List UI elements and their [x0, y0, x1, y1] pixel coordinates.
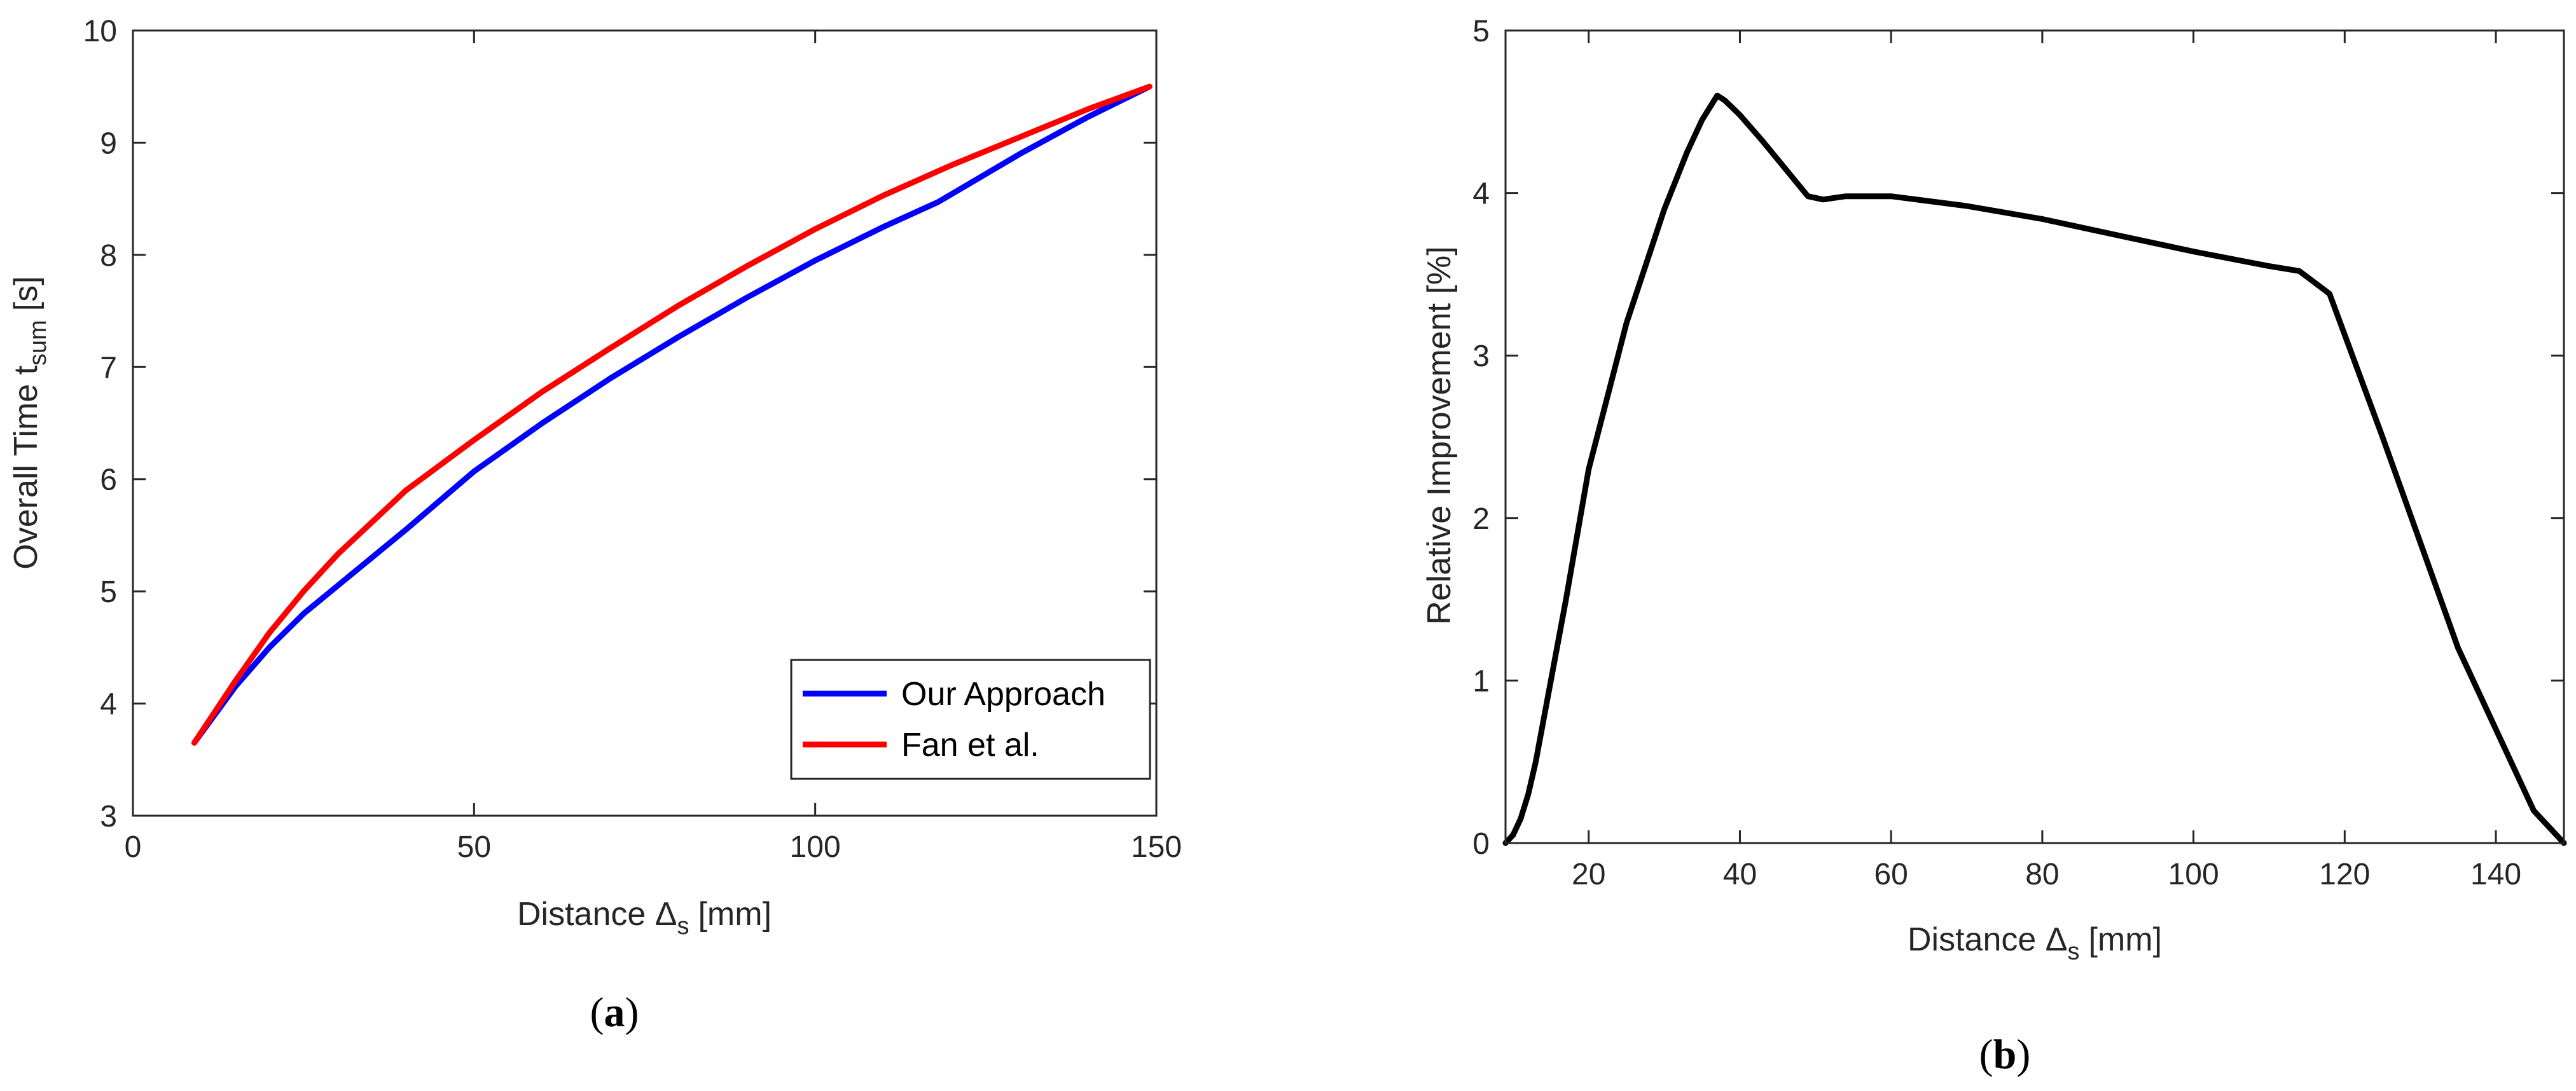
- chart-a-ylabel-sub: sum: [25, 320, 52, 366]
- chart-a-xlabel-sub: s: [677, 913, 689, 940]
- chart-b-xtick-label: 140: [2470, 858, 2521, 891]
- chart-a-ytick-label: 10: [83, 15, 117, 48]
- chart-a-ytick-label: 7: [100, 351, 117, 385]
- chart-a-series-line-0: [191, 83, 1153, 746]
- chart-b-xtick-label: 60: [1874, 858, 1908, 891]
- chart-a-xtick-label: 0: [125, 830, 142, 864]
- chart-a-xlabel: Distance Δs [mm]: [517, 896, 772, 940]
- chart-a-ytick-label: 6: [100, 463, 117, 497]
- chart-b-ytick-label: 3: [1472, 340, 1490, 373]
- chart-a-xtick-label: 50: [457, 830, 491, 864]
- chart-b-xlabel: Distance Δs [mm]: [1908, 921, 2162, 965]
- legend-label-fan-et-al: Fan et al.: [901, 727, 1039, 764]
- chart-a-ytick-label: 3: [100, 800, 117, 834]
- caption-b-display: (b): [1979, 1031, 2031, 1078]
- legend-label-our-approach: Our Approach: [901, 676, 1105, 713]
- chart-b-ticks: 20 40 60 80 100 120 140 0 1 2 3 4 5: [1472, 15, 2564, 891]
- chart-a-lines: [191, 83, 1153, 746]
- chart-a-ytick-label: 4: [100, 688, 117, 722]
- chart-b-ytick-label: 1: [1472, 664, 1490, 698]
- chart-a-xlabel-unit: [mm]: [698, 896, 772, 933]
- chart-b-ytick-label: 0: [1472, 827, 1490, 861]
- chart-a-ytick-label: 9: [100, 127, 117, 160]
- chart-b-xtick-label: 20: [1572, 858, 1605, 891]
- caption-a-letter: a: [604, 989, 625, 1036]
- chart-b-ylabel: Relative Improvement [%]: [1421, 246, 1458, 624]
- chart-a-ylabel: Overall Time tsum [s]: [8, 276, 52, 569]
- chart-a-axes-box: [132, 29, 1158, 817]
- chart-b-xlabel-sub: s: [2067, 938, 2079, 965]
- caption-a-display: (a): [590, 989, 639, 1036]
- legend-box: [790, 659, 1151, 780]
- chart-a-ticks: 0 50 100 150 3 4 5 6 7 8 9 10: [83, 15, 1182, 864]
- chart-b-xtick-label: 40: [1723, 858, 1757, 891]
- chart-b-xtick-label: 80: [2025, 858, 2059, 891]
- chart-b-lines: [1502, 92, 2567, 846]
- chart-a-ylabel-unit: [s]: [8, 276, 45, 311]
- chart-b-series-line-0: [1502, 92, 2567, 846]
- chart-a-ytick-label: 8: [100, 239, 117, 273]
- chart-a-xtick-label: 100: [790, 830, 841, 864]
- chart-b-axes-box: [1504, 29, 2565, 844]
- chart-a-ylabel-main: Overall Time t: [8, 365, 45, 569]
- chart-b: 20 40 60 80 100 120 140 0 1 2 3 4 5 Relative Improve…: [1421, 15, 2567, 1078]
- chart-b-xtick-label: 120: [2319, 858, 2370, 891]
- chart-b-xtick-label: 100: [2168, 858, 2219, 891]
- chart-a-xlabel-main: Distance Δ: [517, 896, 677, 933]
- chart-a-series-line-1: [191, 83, 1153, 746]
- chart-b-xlabel-main: Distance Δ: [1908, 921, 2068, 958]
- chart-a-ytick-label: 5: [100, 575, 117, 609]
- chart-a-xtick-label: 150: [1131, 830, 1182, 864]
- chart-b-ytick-label: 5: [1472, 15, 1490, 48]
- chart-b-plot-area: [1506, 31, 2564, 843]
- chart-a-legend: Our Approach Fan et al.: [790, 659, 1151, 780]
- chart-b-ytick-label: 2: [1472, 502, 1490, 536]
- chart-b-xlabel-unit: [mm]: [2088, 921, 2162, 958]
- chart-b-ytick-label: 4: [1472, 177, 1490, 211]
- caption-b-letter: b: [1993, 1031, 2017, 1078]
